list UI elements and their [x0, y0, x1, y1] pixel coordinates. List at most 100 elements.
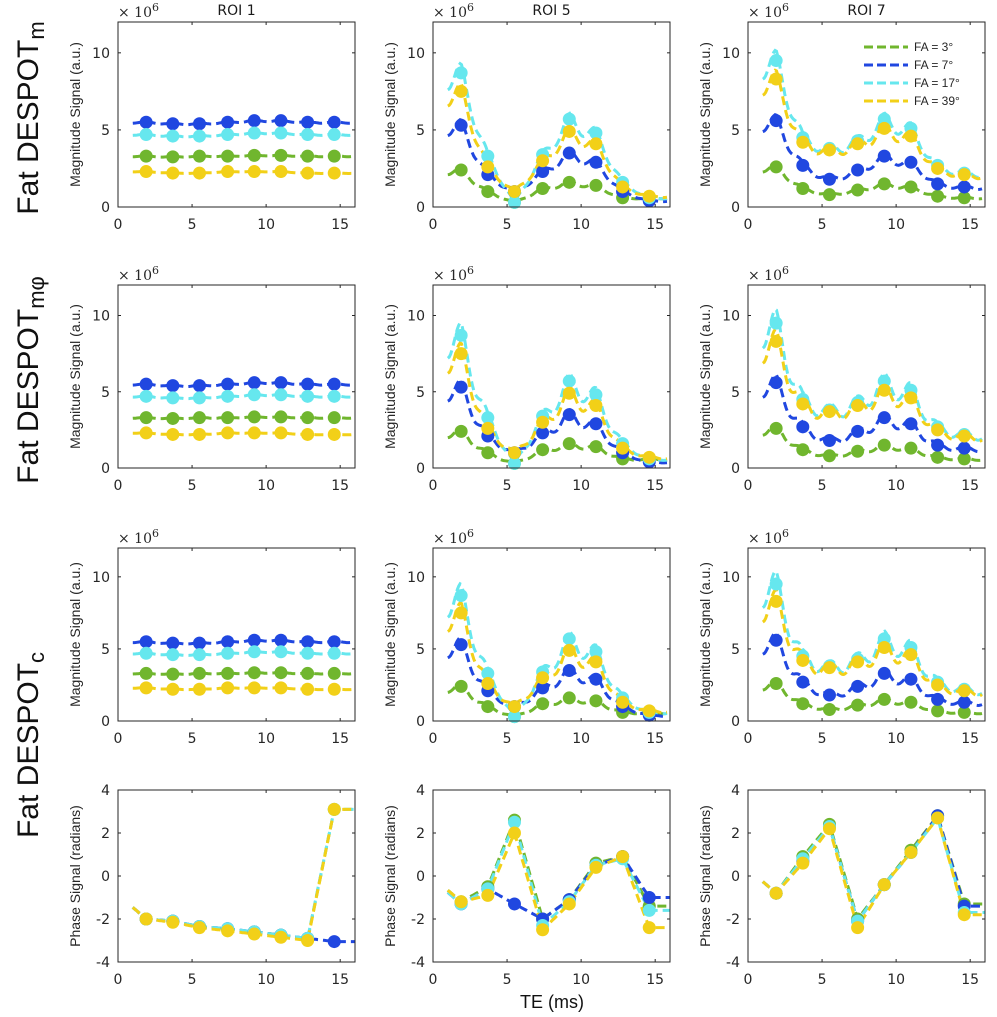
data-point [796, 397, 810, 411]
y-tick-label: 0 [101, 461, 110, 477]
y-tick-label: 4 [416, 783, 425, 799]
data-point [192, 391, 206, 405]
data-point [957, 180, 971, 194]
model-curve [762, 68, 983, 181]
data-point [139, 426, 153, 440]
data-point [642, 450, 656, 464]
data-point [481, 411, 495, 425]
y-tick-label: 5 [416, 123, 425, 139]
data-point [454, 679, 468, 693]
data-point [221, 646, 235, 660]
data-point [507, 815, 521, 829]
data-point [851, 137, 865, 151]
data-point [301, 389, 315, 403]
axis-exponent-label: × 106 [433, 527, 474, 547]
data-point [221, 115, 235, 129]
y-tick-label: 5 [731, 385, 740, 401]
data-point [769, 334, 783, 348]
panel-magnitude-2-1: 0 5 10 15 0 5 10 Magnitude Signal (a.u.) × 106 [67, 264, 356, 494]
data-point [957, 191, 971, 205]
panel-phase-1: 0 5 10 15 -4 -2 0 2 4 Phase Signal (radians) [67, 783, 356, 988]
data-point [822, 449, 836, 463]
data-point [796, 420, 810, 434]
data-point [481, 149, 495, 163]
data-point [247, 666, 261, 680]
data-point [931, 811, 945, 825]
data-point [301, 682, 315, 696]
y-tick-label: 0 [101, 200, 110, 216]
data-point [274, 426, 288, 440]
data-point [904, 391, 918, 405]
y-axis-label: Magnitude Signal (a.u.) [697, 562, 713, 707]
panel-magnitude-1-2: 0 5 10 15 0 5 10 Magnitude Signal (a.u.) × 106 RO… [382, 1, 671, 233]
model-curve [132, 638, 353, 646]
y-tick-label: 0 [416, 461, 425, 477]
axis-exponent-label: × 106 [433, 1, 474, 21]
data-point [589, 694, 603, 708]
data-point [481, 446, 495, 460]
data-point [796, 182, 810, 195]
y-tick-label: -4 [96, 955, 110, 971]
data-point [247, 376, 261, 390]
axes-box [432, 547, 671, 722]
model-curve [132, 169, 352, 175]
y-tick-label: 2 [416, 826, 425, 842]
x-tick-label: 5 [818, 217, 827, 233]
data-point [327, 389, 341, 403]
data-point [536, 165, 550, 179]
data-point [822, 822, 836, 836]
data-point [166, 411, 180, 425]
data-point [166, 648, 180, 662]
y-axis-label: Magnitude Signal (a.u.) [697, 42, 713, 187]
data-point [327, 802, 341, 816]
data-point [562, 437, 576, 451]
panel-magnitude-2-3: 0 5 10 15 0 5 10 Magnitude Signal (a.u.) × 106 [697, 264, 986, 494]
model-curve [132, 415, 353, 421]
data-point [562, 691, 576, 705]
model-curve [132, 130, 353, 139]
x-tick-label: 5 [188, 217, 197, 233]
axes-box [432, 284, 671, 469]
data-point [589, 655, 603, 669]
data-point [247, 388, 261, 402]
data-point [536, 923, 550, 937]
x-tick-label: 15 [646, 217, 664, 233]
data-point [822, 405, 836, 419]
model-curve [132, 380, 353, 389]
legend-label: FA = 7° [914, 58, 953, 72]
data-point [274, 376, 288, 390]
data-point [931, 704, 945, 718]
data-point [589, 137, 603, 151]
data-point [247, 410, 261, 424]
y-tick-label: 5 [101, 385, 110, 401]
data-point [957, 168, 971, 182]
data-point [904, 180, 918, 194]
data-point [769, 72, 783, 86]
data-point [166, 391, 180, 405]
y-tick-label: 5 [731, 123, 740, 139]
data-point [877, 411, 891, 425]
model-curve [762, 423, 983, 462]
data-point [507, 456, 521, 470]
data-point [247, 927, 261, 941]
x-tick-label: 0 [429, 731, 438, 747]
data-point [507, 826, 521, 840]
y-axis-label: Magnitude Signal (a.u.) [67, 42, 83, 187]
x-tick-label: 0 [744, 731, 753, 747]
model-curve [762, 162, 983, 201]
data-point [589, 440, 603, 454]
y-axis-label: Phase Signal (radians) [697, 805, 713, 947]
data-point [536, 443, 550, 457]
data-point [301, 427, 315, 441]
x-tick-label: 10 [257, 478, 275, 494]
data-point [769, 316, 783, 330]
data-point [589, 672, 603, 686]
data-point [931, 438, 945, 452]
data-point [327, 427, 341, 441]
data-point [877, 878, 891, 892]
model-curve [446, 600, 668, 715]
x-tick-label: 15 [331, 217, 349, 233]
data-point [301, 149, 315, 163]
x-tick-label: 0 [114, 217, 123, 233]
